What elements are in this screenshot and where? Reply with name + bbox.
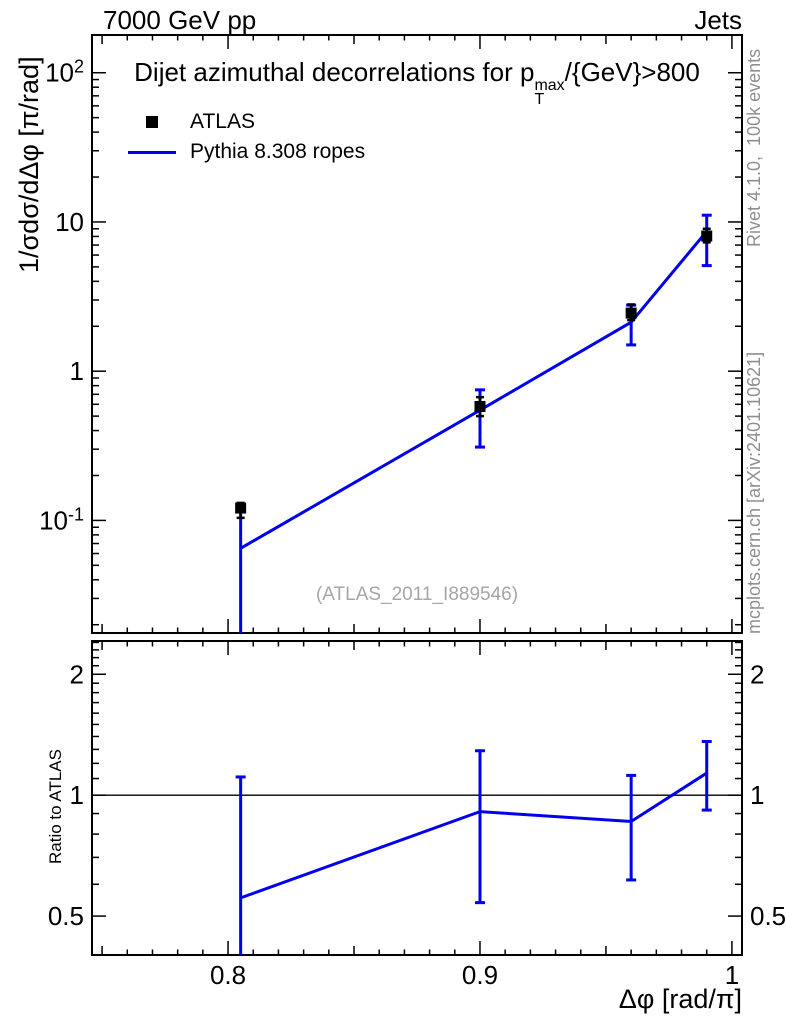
x-tick-label: 1 [725,960,739,990]
ratio-y-tick-label: 1 [70,780,84,810]
ratio-y-tick-label: 0.5 [48,901,84,931]
plot-title-sup: max [534,77,565,94]
ratio-y-tick-label: 1 [750,780,764,810]
ratio-series [235,740,712,955]
atlas-data-point [235,502,247,514]
atlas-series [235,227,713,520]
ratio-y-tick-label: 0.5 [750,901,786,931]
legend-item-mc: Pythia 8.308 ropes [126,137,365,167]
x-tick-label: 0.9 [462,960,498,990]
x-axis-title: Δφ [rad/π] [618,984,742,1014]
legend: ATLAS Pythia 8.308 ropes [126,107,365,167]
ratio-panel-frame [91,640,743,956]
main-panel-frame [91,34,743,634]
x-tick-label: 0.8 [210,960,246,990]
plot-title: Dijet azimuthal decorrelations for p max T… [92,57,742,108]
ratio-y-tick-label: 2 [750,659,764,689]
main-y-tick-label: 1 [70,356,84,386]
analysis-group-label: Jets [694,5,742,35]
plot-title-text: Dijet azimuthal decorrelations for p [134,57,535,87]
plot-title-cut: /{GeV}>800 [564,57,700,87]
main-y-tick-label: 10 [55,207,84,237]
x-ticks [101,641,733,955]
legend-label-mc: Pythia 8.308 ropes [190,140,366,163]
atlas-data-point [474,400,486,412]
beam-info-label: 7000 GeV pp [103,5,257,35]
plot-title-sub: T [534,91,545,108]
ratio-y-tick-label: 2 [70,659,84,689]
legend-label-data: ATLAS [190,110,255,133]
pythia-series [235,213,712,633]
plot-title-supsub: max T [534,77,565,108]
mc-line-icon [126,150,178,154]
y-ticks [92,641,742,956]
analysis-id-watermark: (ATLAS_2011_I889546) [315,584,519,605]
main-y-tick-label: 10-1 [39,504,84,535]
atlas-data-point [625,307,637,319]
atlas-data-point [701,230,713,242]
y-ticks [92,71,742,626]
main-y-tick-label: 102 [45,57,84,88]
legend-item-data: ATLAS [126,107,365,137]
x-ticks [101,35,733,633]
data-square-icon [126,116,178,128]
